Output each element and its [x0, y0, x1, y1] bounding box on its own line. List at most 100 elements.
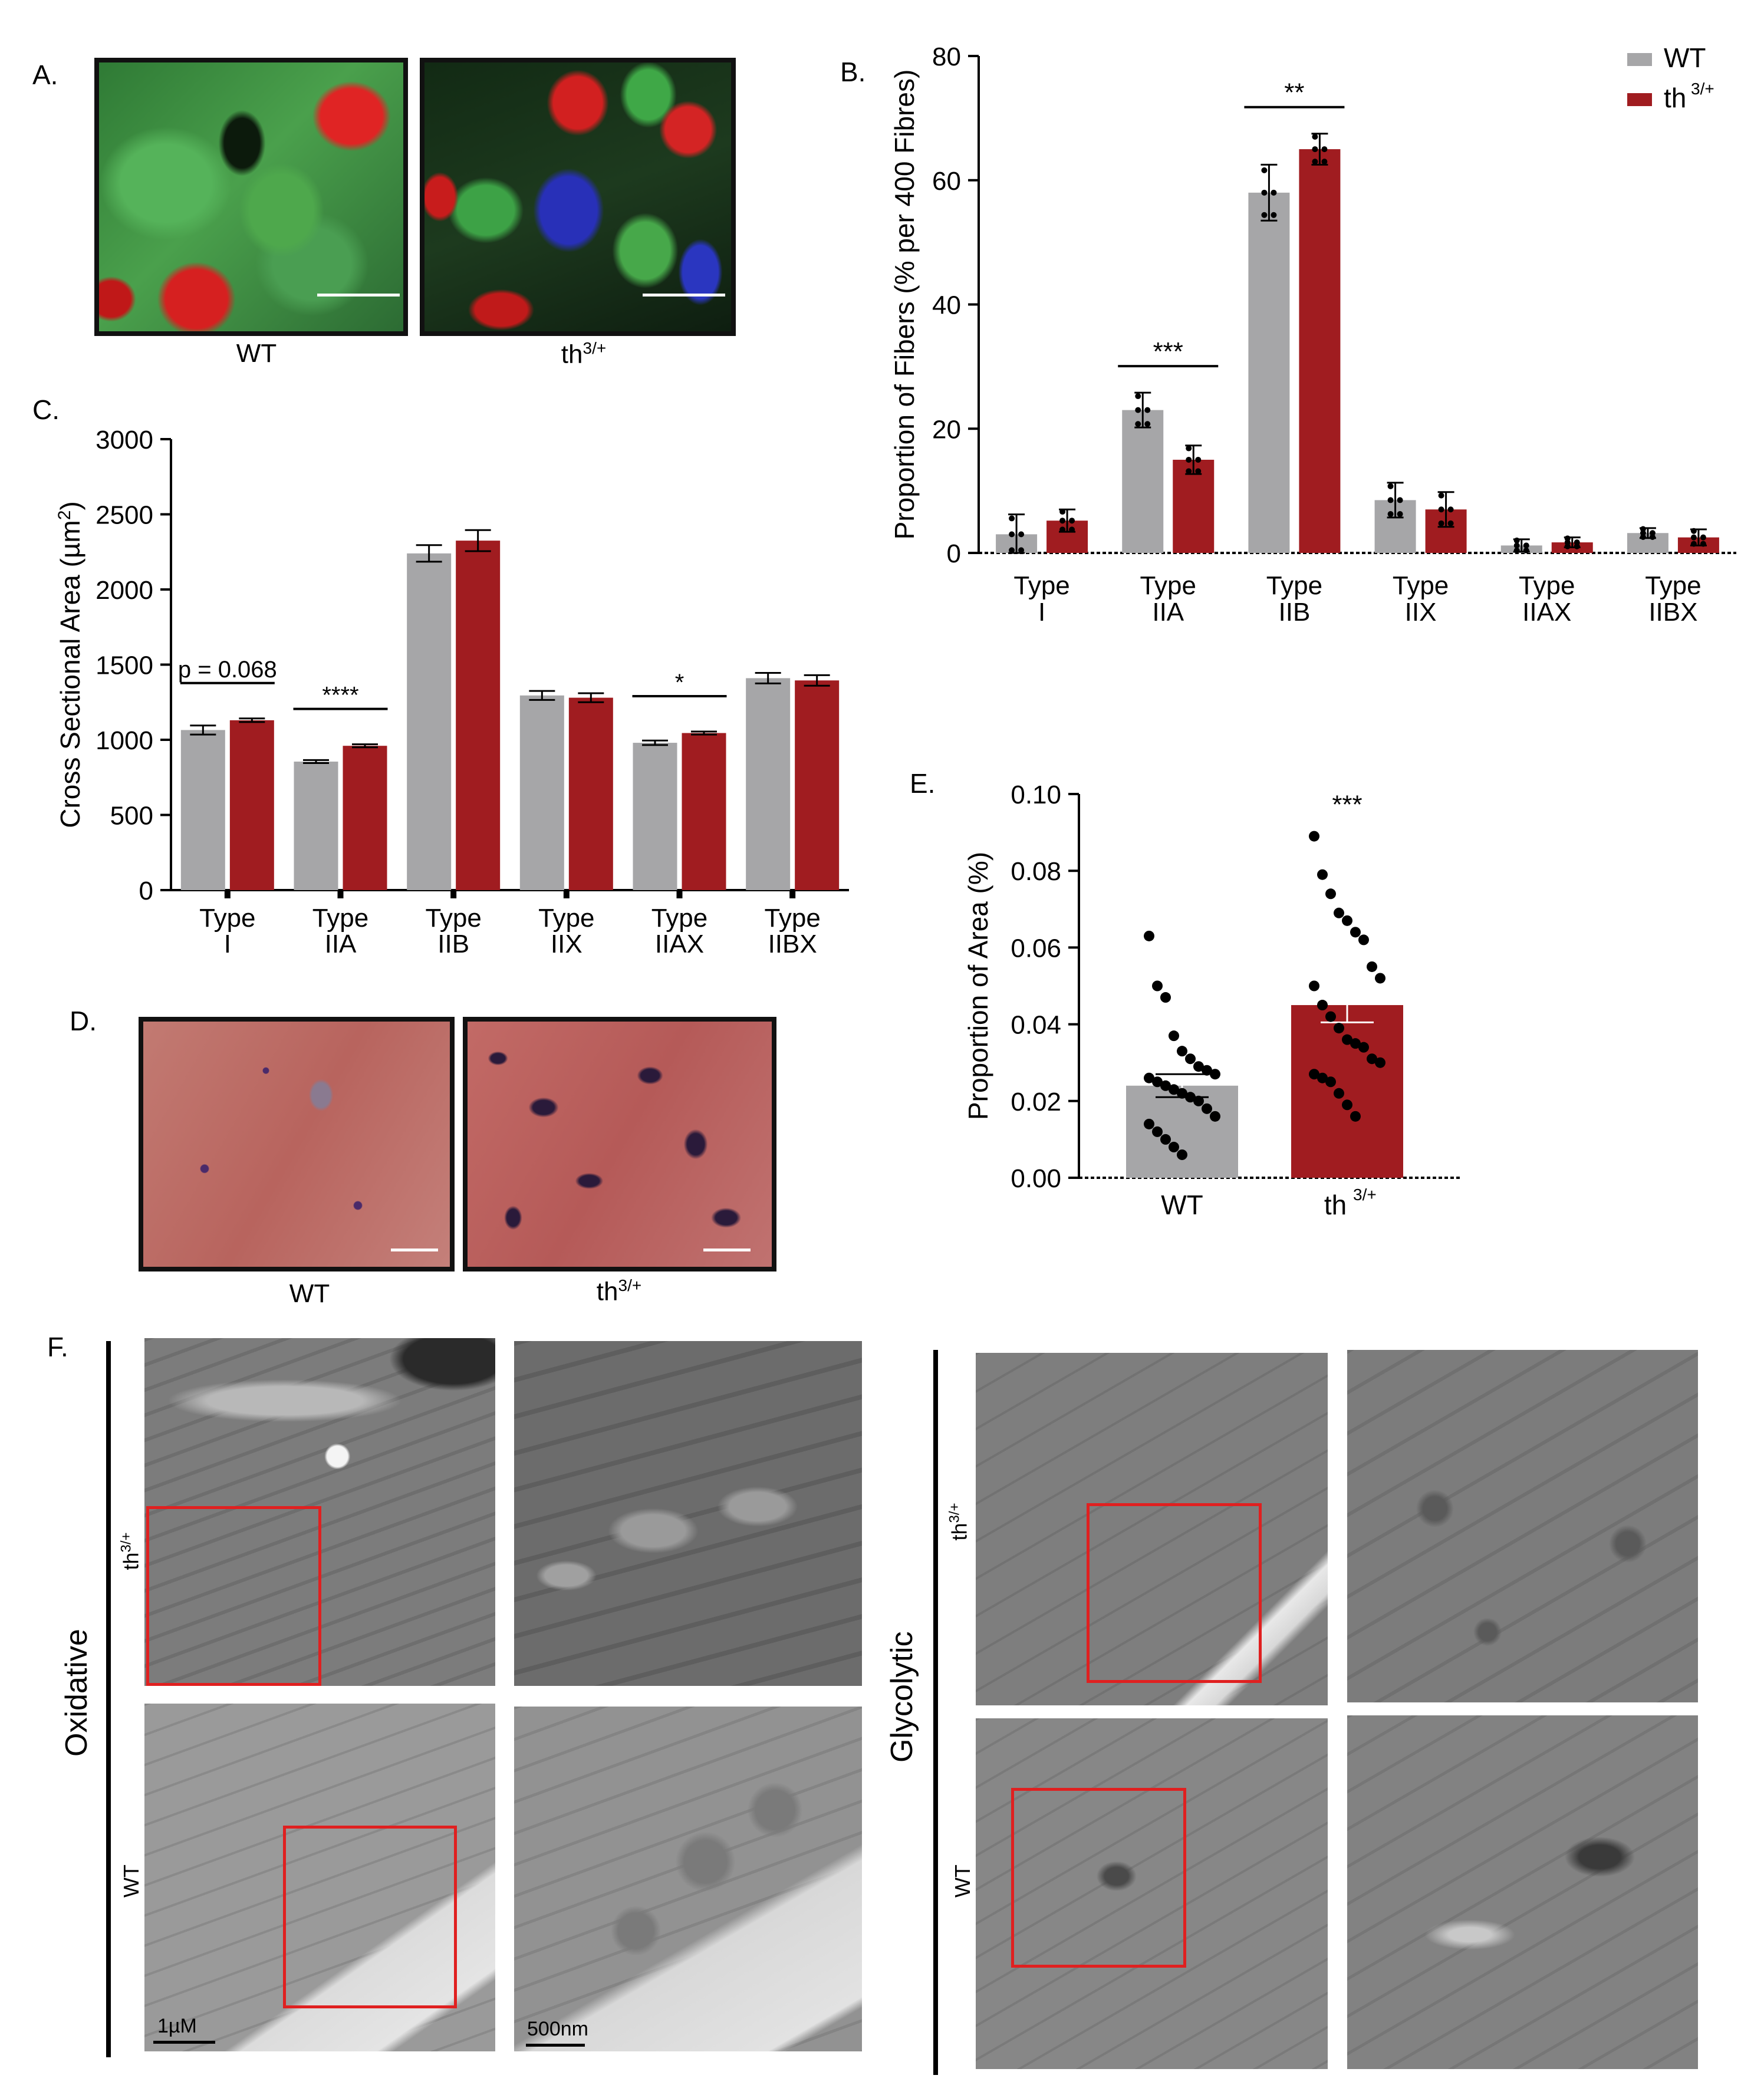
chart-e-point [1367, 1053, 1377, 1065]
em-glycolytic-wt-lowmag [976, 1718, 1328, 2069]
em-scale-bar-2 [526, 2044, 585, 2047]
panel-a-th-image [420, 58, 736, 336]
chart-b-point [1574, 543, 1580, 549]
chart-b-point [1447, 520, 1454, 526]
em-oxidative-th-lowmag [144, 1338, 495, 1686]
gl-th-text: th [947, 1523, 972, 1541]
panel-d-wt-image [139, 1017, 455, 1272]
chart-b-point [1261, 167, 1268, 173]
em-glycolytic-wt-highmag [1347, 1715, 1698, 2069]
chart-b-point [1321, 146, 1328, 153]
chart-c-sig-label: p = 0.068 [178, 657, 277, 683]
chart-e-point [1309, 1069, 1319, 1080]
chart-c-xtick-label: IIB [437, 930, 469, 958]
oxidative-bracket-line [106, 1341, 111, 2057]
chart-e-point [1169, 1084, 1179, 1095]
chart-e-point [1152, 1126, 1163, 1137]
chart-e-point [1144, 930, 1154, 941]
chart-b-point [1195, 468, 1202, 475]
chart-e-xtick-sup: 3/+ [1353, 1185, 1377, 1204]
chart-e-point [1342, 1034, 1352, 1045]
chart-e-point [1367, 961, 1377, 972]
chart-e: 0.00 0.02 0.04 0.06 0.08 0.10 Proportion of Ar… [963, 780, 1462, 1220]
chart-b-point [1271, 189, 1277, 196]
chart-e-point [1334, 1088, 1344, 1099]
chart-c-ytick-label: 1000 [96, 726, 153, 755]
chart-e-point [1350, 927, 1361, 938]
em-oxidative-wt-highmag: 500nm [514, 1707, 862, 2051]
chart-e-point [1309, 980, 1319, 991]
chart-b-legend-swatch-th [1627, 93, 1652, 106]
chart-b-xtick-label: Type [1519, 571, 1575, 600]
chart-b-point [1513, 537, 1520, 543]
oxidative-row-wt-label: WT [119, 1865, 143, 1898]
glycolytic-bracket-line [933, 1350, 938, 2075]
chart-e-ytick-label: 0.02 [1011, 1088, 1061, 1116]
em-oxidative-th-highmag [514, 1341, 862, 1686]
chart-e-point [1325, 1076, 1336, 1088]
oxidative-label: Oxidative [60, 1629, 94, 1757]
panel-b-letter: B. [840, 57, 866, 87]
chart-b-point [1438, 520, 1444, 526]
chart-e-point [1152, 980, 1163, 991]
chart-b-sig-label: ** [1284, 78, 1304, 107]
chart-e-bar [1291, 1005, 1403, 1178]
panel-d-caption-wt: WT [289, 1279, 330, 1308]
chart-b-point [1009, 515, 1015, 522]
em-scale-bar-1 [153, 2041, 215, 2044]
chart-b-legend-swatch-wt [1627, 53, 1652, 66]
chart-b-point [1144, 407, 1151, 413]
chart-b-point [1069, 518, 1075, 524]
panel-a-caption-th: th3/+ [531, 339, 637, 370]
chart-e-xtick-label: th [1324, 1190, 1347, 1220]
chart-b-point [1135, 407, 1141, 413]
chart-e-point [1177, 1149, 1187, 1160]
chart-c-ylabel: Cross Sectional Area (µm2) [55, 501, 85, 828]
chart-c-ylabel-sup: 2 [55, 510, 74, 521]
chart-b-bar [1299, 149, 1341, 553]
chart-b-point [1186, 445, 1192, 452]
chart-e-point [1317, 869, 1328, 880]
chart-b-point [1690, 534, 1697, 541]
chart-b-xtick-label: Type [1013, 571, 1069, 600]
em-glycolytic-th-lowmag [976, 1353, 1328, 1705]
chart-e-point [1193, 1095, 1204, 1106]
chart-e-ytick-label: 0.10 [1011, 780, 1061, 809]
chart-b-point [1690, 541, 1697, 547]
gl-th-sup: 3/+ [946, 1503, 963, 1523]
chart-e-point [1334, 907, 1344, 918]
panel-d-letter: D. [70, 1006, 97, 1036]
chart-e-ytick-label: 0.00 [1011, 1164, 1061, 1193]
ox-th-sup: 3/+ [118, 1532, 134, 1553]
em-glycolytic-wt-inset-box [1011, 1788, 1186, 1968]
chart-b-point [1649, 534, 1656, 541]
chart-e-point [1325, 888, 1336, 900]
chart-c-bar [407, 553, 452, 890]
chart-e-point [1350, 1111, 1361, 1122]
panel-e-letter: E. [910, 768, 936, 799]
chart-e-point [1358, 934, 1369, 946]
chart-e-point [1334, 1023, 1344, 1034]
em-glycolytic-th-inset-box [1087, 1503, 1262, 1683]
chart-b-point [1523, 542, 1529, 549]
glycolytic-row-wt-label: WT [950, 1865, 975, 1898]
chart-b-point [1059, 526, 1066, 533]
chart-e-xtick-label: WT [1161, 1190, 1203, 1220]
chart-e-point [1160, 1080, 1171, 1091]
panel-f-letter: F. [47, 1332, 68, 1362]
chart-b-ytick-label: 0 [947, 539, 961, 568]
chart-e-point [1177, 1088, 1187, 1099]
panel-a-caption-th-text: th [561, 340, 583, 369]
chart-c-ytick-label: 1500 [96, 651, 153, 680]
chart-c-bar [795, 680, 840, 890]
chart-b-sig-label: *** [1153, 337, 1183, 366]
chart-b-point [1009, 547, 1015, 554]
chart-b-point [1135, 393, 1141, 400]
chart-e-point [1169, 1141, 1179, 1152]
chart-e-point [1350, 1038, 1361, 1049]
chart-c-xtick-label: Type [538, 904, 594, 933]
chart-e-point [1144, 1072, 1154, 1083]
chart-e-sig-label: *** [1332, 790, 1362, 819]
em-oxidative-th-inset-box [146, 1506, 321, 1686]
chart-e-point [1160, 992, 1171, 1003]
